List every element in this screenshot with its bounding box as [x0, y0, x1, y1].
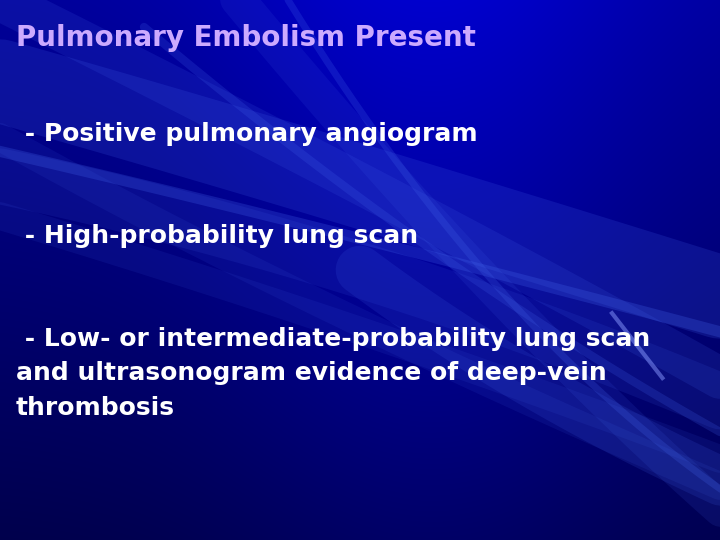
Text: - Low- or intermediate-probability lung scan
and ultrasonogram evidence of deep-: - Low- or intermediate-probability lung …	[16, 327, 650, 420]
Text: - Positive pulmonary angiogram: - Positive pulmonary angiogram	[16, 122, 477, 145]
Text: - High-probability lung scan: - High-probability lung scan	[16, 224, 418, 248]
Text: Pulmonary Embolism Present: Pulmonary Embolism Present	[16, 24, 476, 52]
